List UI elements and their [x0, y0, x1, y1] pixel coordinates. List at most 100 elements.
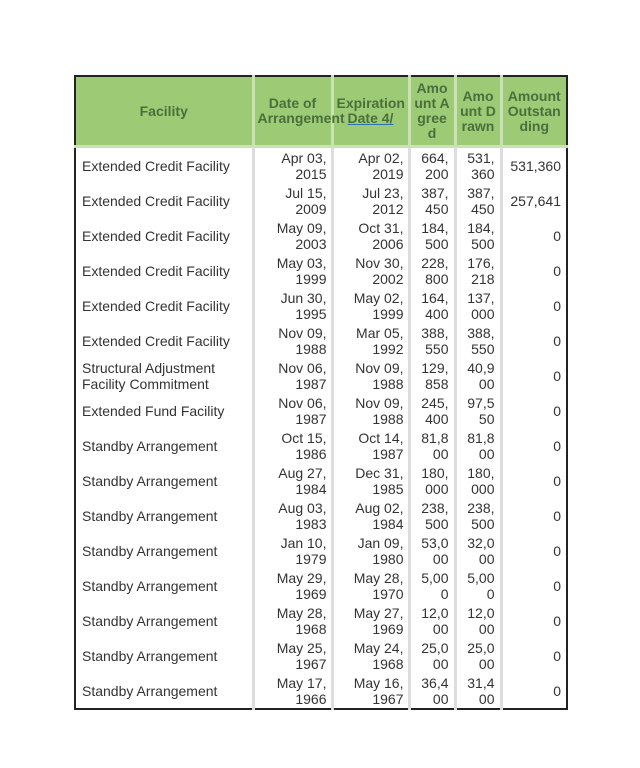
table-row: Extended Fund Facility Nov 06, 1987 Nov 09…: [75, 393, 567, 428]
facility-cell: Extended Credit Facility: [82, 227, 230, 244]
amount-outstanding-cell: 0: [499, 393, 567, 428]
amount-outstanding-cell: 0: [499, 498, 567, 533]
facility-cell: Standby Arrangement: [82, 647, 218, 664]
expiration-date-cell: Oct 14, 1987: [330, 428, 409, 463]
header-row: Facility Date of Arrangement Expiration D…: [75, 76, 567, 148]
amount-agreed-cell: 388,550: [407, 323, 455, 358]
table-row: Standby Arrangement May 17, 1966 May 16, 1…: [75, 673, 567, 709]
facility-cell: Extended Credit Facility: [82, 262, 230, 279]
header-amount-agreed: Amount Agreed: [407, 76, 455, 148]
table-row: Structural Adjustment Facility Commitmen…: [75, 358, 567, 393]
header-date-of-arrangement: Date of Arrangement: [251, 76, 345, 148]
amount-outstanding-cell: 257,641: [499, 183, 567, 218]
amount-drawn-cell: 32,000: [453, 533, 501, 568]
table-row: Extended Credit Facility Apr 03, 2015 Apr …: [75, 146, 567, 183]
expiration-date-cell: Oct 31, 2006: [330, 218, 409, 253]
facility-cell: Standby Arrangement: [82, 682, 218, 699]
header-facility: Facility: [75, 76, 253, 148]
amount-agreed-cell: 164,400: [407, 288, 455, 323]
table-row: Standby Arrangement Jan 10, 1979 Jan 09, 1…: [75, 533, 567, 568]
amount-agreed-cell: 129,858: [407, 358, 455, 393]
amount-drawn-cell: 176,218: [453, 253, 501, 288]
expiration-footnote-link[interactable]: Date 4/: [347, 110, 394, 126]
expiration-date-cell: Nov 30, 2002: [330, 253, 409, 288]
arrangement-date-cell: Nov 06, 1987: [251, 393, 332, 428]
expiration-date-cell: May 16, 1967: [330, 673, 409, 709]
facility-cell: Standby Arrangement: [82, 577, 218, 594]
header-expiration-label: Expiration: [336, 95, 405, 111]
expiration-date-cell: Mar 05, 1992: [330, 323, 409, 358]
amount-outstanding-cell: 0: [499, 288, 567, 323]
facility-cell: Standby Arrangement: [82, 472, 218, 489]
amount-drawn-cell: 531,360: [453, 146, 501, 183]
facility-cell: Extended Credit Facility: [82, 157, 230, 174]
arrangement-date-cell: Jul 15, 2009: [251, 183, 332, 218]
amount-outstanding-cell: 0: [499, 638, 567, 673]
amount-drawn-cell: 97,550: [453, 393, 501, 428]
arrangement-date-cell: May 25, 1967: [251, 638, 332, 673]
table-row: Extended Credit Facility Jun 30, 1995 May …: [75, 288, 567, 323]
facility-cell: Extended Credit Facility: [82, 297, 230, 314]
header-amount-outstanding: Amount Outstanding: [499, 76, 567, 148]
amount-drawn-cell: 184,500: [453, 218, 501, 253]
facility-cell: Extended Credit Facility: [82, 332, 230, 349]
amount-outstanding-cell: 0: [499, 253, 567, 288]
amount-agreed-cell: 184,500: [407, 218, 455, 253]
amount-drawn-cell: 25,000: [453, 638, 501, 673]
facility-cell: Standby Arrangement: [82, 437, 218, 454]
facility-cell: Standby Arrangement: [82, 612, 218, 629]
expiration-date-cell: May 27, 1969: [330, 603, 409, 638]
arrangement-date-cell: Aug 27, 1984: [251, 463, 332, 498]
expiration-date-cell: Apr 02, 2019: [330, 146, 409, 183]
amount-agreed-cell: 25,000: [407, 638, 455, 673]
amount-outstanding-cell: 0: [499, 463, 567, 498]
arrangement-date-cell: Aug 03, 1983: [251, 498, 332, 533]
expiration-date-cell: Dec 31, 1985: [330, 463, 409, 498]
amount-outstanding-cell: 0: [499, 533, 567, 568]
amount-drawn-cell: 12,000: [453, 603, 501, 638]
arrangement-date-cell: May 28, 1968: [251, 603, 332, 638]
amount-outstanding-cell: 0: [499, 673, 567, 709]
facility-cell: Extended Credit Facility: [82, 192, 230, 209]
amount-drawn-cell: 81,800: [453, 428, 501, 463]
arrangement-date-cell: May 29, 1969: [251, 568, 332, 603]
header-expiration-date: Expiration Date 4/: [330, 76, 409, 148]
table-row: Extended Credit Facility May 09, 2003 Oct …: [75, 218, 567, 253]
facility-cell: Standby Arrangement: [82, 542, 218, 559]
expiration-date-cell: May 28, 1970: [330, 568, 409, 603]
amount-agreed-cell: 664,200: [407, 146, 455, 183]
arrangement-date-cell: Jan 10, 1979: [251, 533, 332, 568]
amount-outstanding-cell: 0: [499, 218, 567, 253]
table-row: Standby Arrangement Aug 27, 1984 Dec 31, 1…: [75, 463, 567, 498]
amount-drawn-cell: 238,500: [453, 498, 501, 533]
expiration-date-cell: Aug 02, 1984: [330, 498, 409, 533]
table-row: Standby Arrangement May 28, 1968 May 27, 1…: [75, 603, 567, 638]
arrangement-date-cell: May 03, 1999: [251, 253, 332, 288]
amount-agreed-cell: 238,500: [407, 498, 455, 533]
amount-drawn-cell: 31,400: [453, 673, 501, 709]
arrangement-date-cell: May 09, 2003: [251, 218, 332, 253]
amount-agreed-cell: 387,450: [407, 183, 455, 218]
arrangement-date-cell: Jun 30, 1995: [251, 288, 332, 323]
table-row: Extended Credit Facility Jul 15, 2009 Jul …: [75, 183, 567, 218]
table-row: Extended Credit Facility May 03, 1999 Nov …: [75, 253, 567, 288]
expiration-date-cell: Nov 09, 1988: [330, 393, 409, 428]
amount-outstanding-cell: 531,360: [499, 146, 567, 183]
amount-outstanding-cell: 0: [499, 323, 567, 358]
amount-drawn-cell: 388,550: [453, 323, 501, 358]
expiration-date-cell: Jan 09, 1980: [330, 533, 409, 568]
facility-cell: Structural Adjustment Facility Commitmen…: [82, 359, 216, 392]
table-row: Standby Arrangement Oct 15, 1986 Oct 14, 1…: [75, 428, 567, 463]
amount-agreed-cell: 5,000: [407, 568, 455, 603]
table-row: Extended Credit Facility Nov 09, 1988 Mar …: [75, 323, 567, 358]
amount-agreed-cell: 53,000: [407, 533, 455, 568]
expiration-date-cell: Nov 09, 1988: [330, 358, 409, 393]
amount-drawn-cell: 180,000: [453, 463, 501, 498]
expiration-date-cell: May 02, 1999: [330, 288, 409, 323]
amount-agreed-cell: 12,000: [407, 603, 455, 638]
amount-outstanding-cell: 0: [499, 428, 567, 463]
table-row: Standby Arrangement May 29, 1969 May 28, 1…: [75, 568, 567, 603]
amount-agreed-cell: 81,800: [407, 428, 455, 463]
amount-drawn-cell: 5,000: [453, 568, 501, 603]
amount-drawn-cell: 387,450: [453, 183, 501, 218]
